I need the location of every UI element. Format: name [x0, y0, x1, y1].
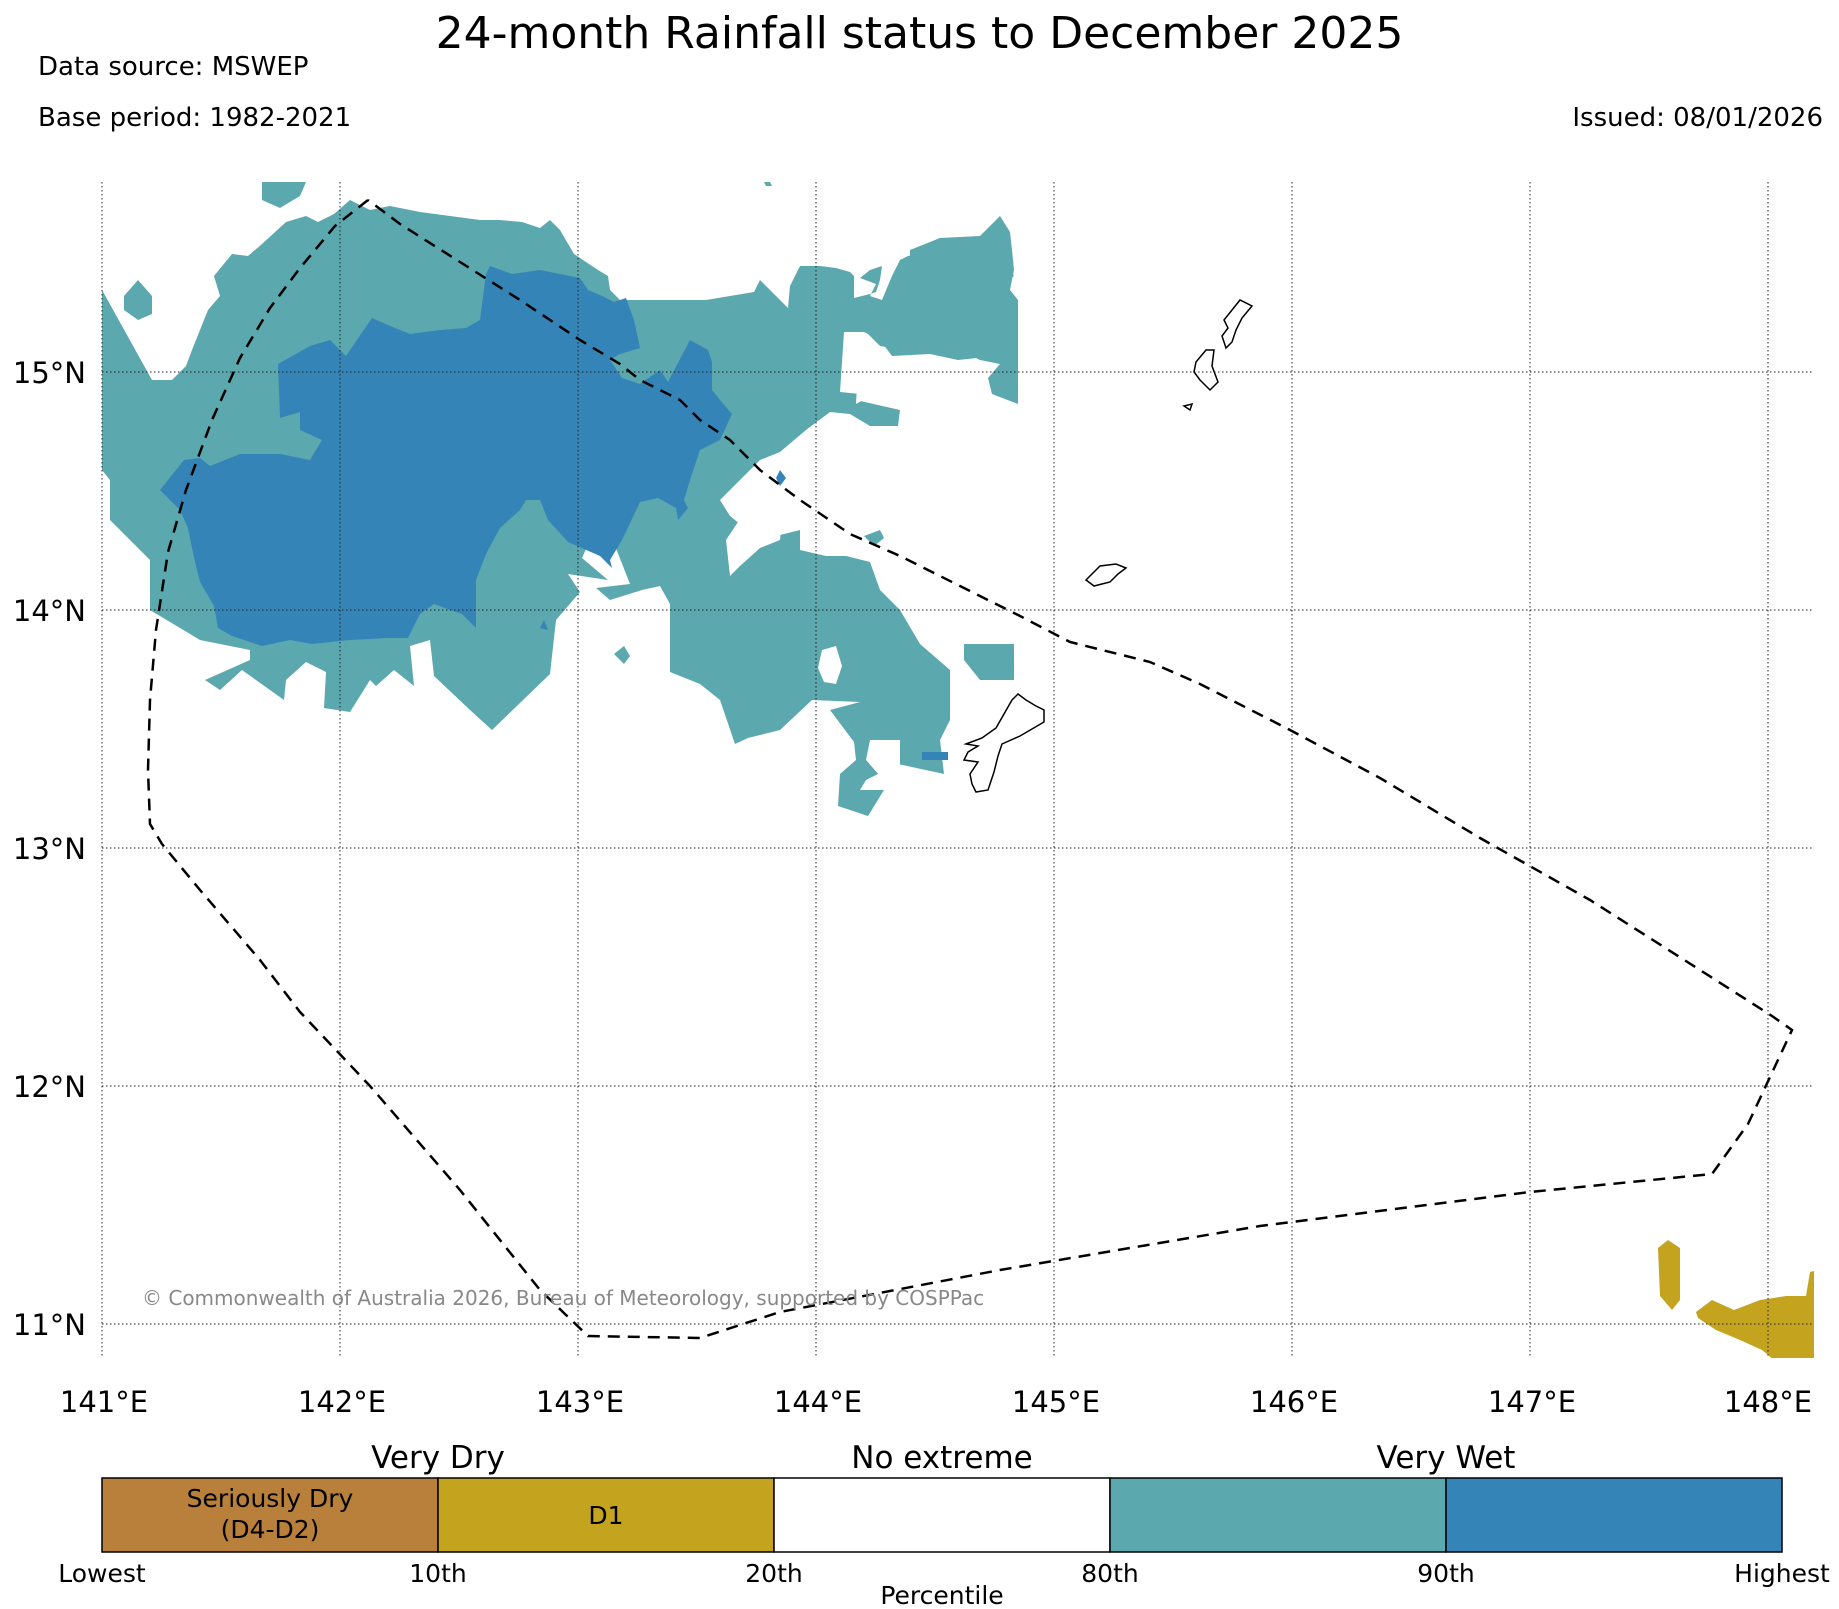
x-axis-labels: 141°E 142°E 143°E 144°E 145°E 146°E 147°… — [60, 1385, 1812, 1419]
legend-band-80-90 — [1109, 1477, 1447, 1553]
very-wet-80-90-region — [614, 646, 630, 664]
percentile-label: Lowest — [58, 1559, 146, 1588]
y-tick-label: 12°N — [13, 1070, 86, 1104]
legend: Very Dry No extreme Very Wet Seriously D… — [58, 1440, 1830, 1609]
very-wet-90-plus-region — [160, 266, 732, 646]
anatahan-island — [1221, 299, 1254, 350]
x-tick-label: 143°E — [536, 1385, 624, 1419]
percentile-label: 20th — [745, 1559, 802, 1588]
very-wet-90-plus-region — [776, 470, 786, 486]
legend-band-no-extreme — [773, 1477, 1111, 1553]
x-tick-label: 142°E — [298, 1385, 386, 1419]
tinian-island — [1182, 402, 1194, 412]
map-title: 24-month Rainfall status to December 202… — [435, 8, 1404, 59]
x-tick-label: 146°E — [1250, 1385, 1338, 1419]
data-source-label: Data source: MSWEP — [38, 52, 309, 82]
very-wet-90-plus-region — [664, 458, 678, 476]
no-extreme-hole — [726, 500, 782, 576]
y-tick-label: 13°N — [13, 832, 86, 866]
very-wet-90-plus-region — [922, 752, 948, 760]
very-wet-90-plus-region — [628, 494, 638, 506]
very-wet-80-90-region — [964, 644, 1014, 680]
no-extreme-hole — [856, 368, 880, 404]
percentile-label: 80th — [1081, 1559, 1138, 1588]
percentile-axis-label: Percentile — [880, 1581, 1003, 1609]
percentile-label: 90th — [1417, 1559, 1474, 1588]
issued-date-label: Issued: 08/01/2026 — [1572, 103, 1823, 133]
eez-boundary — [146, 199, 1794, 1340]
islands — [962, 299, 1254, 793]
legend-band-label: (D4-D2) — [221, 1515, 320, 1544]
x-tick-label: 148°E — [1724, 1385, 1812, 1419]
legend-band-seriously-dry — [101, 1477, 439, 1553]
very-wet-80-90-region — [124, 280, 152, 320]
y-tick-label: 15°N — [13, 356, 86, 390]
no-extreme-hole — [866, 740, 900, 776]
x-tick-label: 145°E — [1012, 1385, 1100, 1419]
x-tick-label: 147°E — [1488, 1385, 1576, 1419]
base-period-label: Base period: 1982-2021 — [38, 103, 352, 133]
very-wet-80-90-region — [262, 182, 306, 208]
percentile-label: 10th — [409, 1559, 466, 1588]
very-wet-90-plus-region — [540, 620, 548, 630]
x-tick-label: 144°E — [774, 1385, 862, 1419]
percentile-label: Highest — [1734, 1559, 1830, 1588]
x-tick-label: 141°E — [60, 1385, 148, 1419]
y-axis-labels: 15°N 14°N 13°N 12°N 11°N — [13, 356, 86, 1342]
guam-island — [962, 693, 1045, 793]
y-tick-label: 14°N — [13, 594, 86, 628]
very-wet-80-90-region — [764, 182, 772, 186]
no-extreme-hole — [818, 646, 842, 684]
rota-island — [1084, 563, 1128, 587]
copyright-notice: © Commonwealth of Australia 2026, Bureau… — [142, 1286, 984, 1310]
legend-category-very-dry: Very Dry — [371, 1440, 505, 1476]
d1-dry-region — [1696, 1271, 1814, 1358]
d1-dry-region — [1658, 1240, 1680, 1310]
very-wet-80-90-region — [860, 216, 1018, 404]
very-wet-80-90-region — [864, 530, 884, 546]
legend-category-no-extreme: No extreme — [851, 1440, 1032, 1476]
legend-band-90-plus — [1445, 1477, 1783, 1553]
y-tick-label: 11°N — [13, 1308, 86, 1342]
saipan-island — [1193, 349, 1219, 392]
rainfall-shading — [102, 182, 1814, 1358]
graticule — [101, 182, 1814, 1358]
legend-band-d1 — [437, 1477, 775, 1553]
legend-category-very-wet: Very Wet — [1377, 1440, 1516, 1476]
legend-band-label: Seriously Dry — [187, 1484, 354, 1513]
legend-band-label: D1 — [588, 1501, 623, 1530]
